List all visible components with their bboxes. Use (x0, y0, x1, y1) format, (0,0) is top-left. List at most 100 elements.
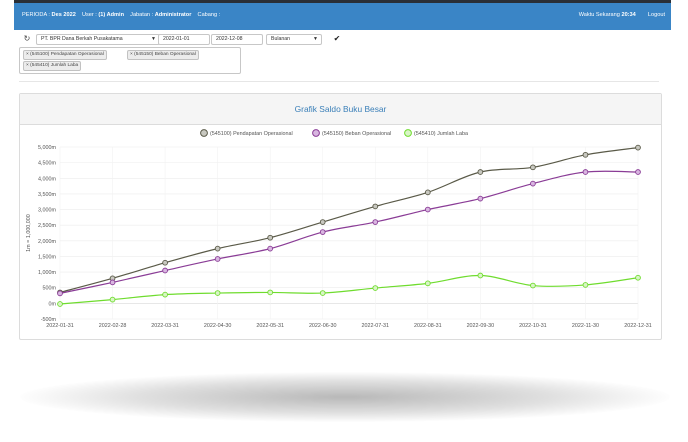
account-tag[interactable]: × (545150) Beban Operasional (127, 50, 199, 60)
y-tick-label: 4,500m (38, 161, 56, 167)
app-frame: PERIODA : Des 2022 User : (1) Admin Jaba… (14, 0, 671, 360)
drop-shadow (20, 372, 670, 422)
data-point (214, 256, 221, 262)
waktu-value: 20:34 (621, 12, 636, 18)
data-point (477, 169, 484, 175)
x-tick-label: 2022-11-30 (572, 323, 599, 329)
periode-value: Des 2022 (51, 12, 76, 18)
data-point (319, 219, 326, 225)
legend-marker (312, 129, 320, 137)
data-point (267, 245, 274, 252)
account-tag[interactable]: × (545100) Pendapatan Operasional (23, 50, 107, 60)
interval-select[interactable]: Bulanan ▼ (266, 34, 322, 45)
data-point (372, 203, 379, 210)
data-point (582, 151, 589, 158)
x-tick-label: 2022-05-31 (256, 323, 284, 329)
data-point (635, 144, 641, 151)
interval-select-value: Bulanan (271, 36, 291, 42)
company-select-value: PT. BPR Dana Berkah Pusakatama (41, 36, 123, 42)
account-tag-label: (545100) Pendapatan Operasional (30, 52, 104, 57)
data-point (582, 169, 589, 175)
y-tick-label: 500m (43, 286, 57, 292)
x-tick-label: 2022-04-30 (204, 323, 232, 329)
data-point (424, 189, 431, 196)
chart-panel: Grafik Saldo Buku Besar -500m 0m 500m 1,000… (19, 93, 662, 340)
y-tick-label: 4,000m (38, 176, 56, 182)
date-from-input[interactable]: 2022-01-01 (158, 34, 210, 45)
legend-marker (200, 129, 208, 137)
y-tick-label: 1,000m (38, 270, 56, 276)
legend-marker (404, 129, 412, 137)
account-tag[interactable]: × (545410) Jumlah Laba (23, 61, 82, 71)
data-point (530, 282, 536, 289)
x-tick-label: 2022-06-30 (309, 323, 337, 329)
data-point (57, 301, 63, 307)
y-tick-label: 3,000m (38, 208, 56, 214)
account-tag-label: (545150) Beban Operasional (134, 52, 196, 57)
logout-link[interactable]: Logout (647, 12, 665, 18)
data-point (162, 291, 168, 298)
series-line (59, 147, 639, 293)
user-label: User : (81, 12, 97, 18)
y-tick-label: -500m (41, 317, 57, 323)
x-tick-label: 2022-09-30 (467, 323, 495, 329)
date-to-input[interactable]: 2022-12-08 (211, 34, 263, 45)
data-point (424, 206, 431, 213)
session-info: PERIODA : Des 2022 User : (1) Admin Jaba… (22, 12, 220, 18)
data-point (267, 234, 274, 241)
y-tick-label: 3,500m (38, 192, 56, 198)
data-point (57, 290, 63, 297)
x-tick-label: 2022-12-31 (624, 323, 652, 329)
data-point (267, 289, 274, 296)
data-point (162, 259, 168, 266)
x-tick-label: 2022-10-31 (519, 323, 547, 329)
data-point (214, 245, 221, 252)
divider (19, 81, 659, 82)
date-from-value: 2022-01-01 (163, 36, 190, 42)
topbar-edge (14, 0, 671, 3)
data-point (372, 219, 379, 225)
data-point (477, 272, 484, 279)
remove-tag-icon[interactable]: × (130, 52, 133, 57)
chevron-down-icon: ▼ (151, 36, 156, 42)
remove-tag-icon[interactable]: × (26, 63, 29, 68)
x-tick-label: 2022-08-31 (414, 323, 442, 329)
data-point (477, 195, 484, 202)
x-tick-label: 2022-07-31 (361, 323, 389, 329)
legend-label: (545150) Beban Operasional (322, 131, 391, 137)
account-multiselect[interactable]: × (545100) Pendapatan Operasional × (545… (19, 47, 241, 74)
apply-check-button[interactable]: ✔ (333, 34, 341, 43)
data-point (635, 169, 641, 175)
data-point (319, 229, 326, 235)
legend-label: (545100) Pendapatan Operasional (210, 131, 293, 137)
x-tick-label: 2022-03-31 (151, 323, 179, 329)
user-value: (1) Admin (98, 12, 125, 18)
periode-label: PERIODA : (22, 12, 50, 18)
x-tick-label: 2022-02-28 (99, 323, 127, 329)
series-line (59, 274, 639, 305)
top-status-bar: PERIODA : Des 2022 User : (1) Admin Jaba… (14, 0, 671, 30)
y-tick-label: 2,000m (38, 239, 56, 245)
y-tick-label: 2,500m (38, 223, 56, 229)
refresh-icon[interactable]: ↻ (23, 34, 31, 43)
y-tick-label: 5,000m (38, 145, 56, 151)
series-line (59, 170, 639, 294)
data-point (109, 279, 116, 286)
x-tick-label: 2022-01-31 (46, 323, 74, 329)
data-point (162, 267, 168, 274)
date-to-value: 2022-12-08 (216, 36, 243, 42)
account-tag-label: (545410) Jumlah Laba (30, 63, 79, 68)
company-select[interactable]: PT. BPR Dana Berkah Pusakatama ▼ (36, 34, 160, 45)
data-point (530, 180, 536, 187)
data-point (424, 280, 431, 287)
waktu-label: Waktu Sekarang (578, 12, 620, 18)
clock-area: Waktu Sekarang 20:34 Logout (579, 12, 665, 18)
remove-tag-icon[interactable]: × (26, 52, 29, 57)
data-point (319, 290, 326, 296)
jabatan-label: Jabatan : (130, 12, 154, 18)
data-point (109, 296, 116, 303)
y-tick-label: 0m (49, 301, 57, 307)
y-tick-label: 1,500m (38, 254, 56, 260)
jabatan-value: Administrator (154, 12, 192, 18)
data-point (530, 164, 536, 171)
